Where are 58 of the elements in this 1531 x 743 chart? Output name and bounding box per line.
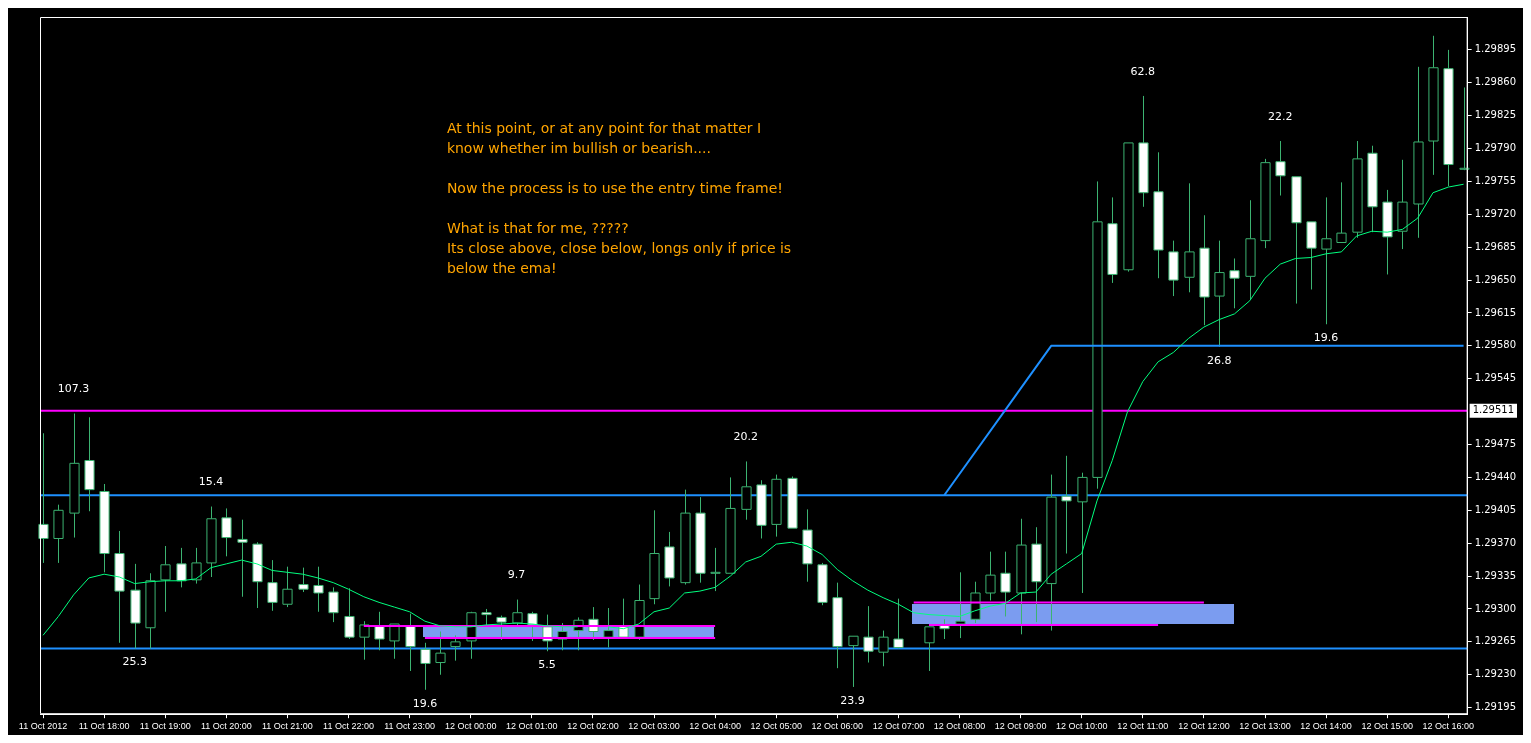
x-tick-label: 12 Oct 09:00 <box>994 721 1047 732</box>
x-tick-label: 12 Oct 01:00 <box>506 721 558 732</box>
y-tick-label: 1.29440 <box>1474 471 1517 483</box>
y-tick-label: 1.29720 <box>1474 207 1517 219</box>
x-tick-label: 12 Oct 11:00 <box>1117 721 1169 732</box>
y-tick-label: 1.29755 <box>1474 175 1517 187</box>
x-tick-label: 12 Oct 13:00 <box>1239 721 1291 732</box>
annotation: 15.4 <box>198 475 224 489</box>
x-tick-label: 12 Oct 00:00 <box>444 721 497 732</box>
x-tick-label: 12 Oct 15:00 <box>1361 721 1413 732</box>
x-tick-label: 12 Oct 04:00 <box>689 721 741 732</box>
text: At this point, or at any point for that matter I know whether im bullish or bearish.... Now the process is to use the entry time frame! What is that for me, ????? Its close above, close below, longs only if price is below the ema! <box>446 119 792 276</box>
x-tick-label: 12 Oct 08:00 <box>933 721 986 732</box>
x-tick-label: 11 Oct 2012 <box>18 721 68 732</box>
y-tick-label: 1.29335 <box>1474 569 1517 581</box>
x-tick-label: 12 Oct 10:00 <box>1055 721 1108 732</box>
y-tick-label: 1.29580 <box>1474 339 1517 351</box>
annotation: 26.8 <box>1206 353 1232 367</box>
x-tick-label: 12 Oct 05:00 <box>750 721 802 732</box>
x-tick-label: 12 Oct 02:00 <box>567 721 619 732</box>
y-tick-label: 1.29615 <box>1474 306 1517 318</box>
annotation: 22.2 <box>1268 109 1293 123</box>
y-tick-label: 1.29370 <box>1474 536 1517 548</box>
annotation: 9.7 <box>507 568 526 582</box>
x-tick-label: 12 Oct 06:00 <box>811 721 864 732</box>
x-tick-label: 12 Oct 07:00 <box>872 721 925 732</box>
y-tick-label: 1.29895 <box>1474 43 1517 55</box>
x-tick-label: 11 Oct 21:00 <box>262 721 313 732</box>
y-tick-label: 1.29685 <box>1474 240 1517 252</box>
ref-line-label: 1.29511 <box>1472 404 1515 416</box>
y-tick-label: 1.29300 <box>1474 602 1517 614</box>
x-tick-label: 12 Oct 16:00 <box>1422 721 1475 732</box>
x-tick-label: 11 Oct 18:00 <box>78 721 130 732</box>
annotation: 62.8 <box>1130 64 1156 78</box>
x-tick-label: 11 Oct 22:00 <box>323 721 374 732</box>
x-tick-label: 11 Oct 19:00 <box>139 721 191 732</box>
y-tick-label: 1.29265 <box>1474 635 1517 647</box>
annotation: 5.5 <box>538 658 556 672</box>
y-tick-label: 1.29545 <box>1474 372 1517 384</box>
x-tick-label: 11 Oct 23:00 <box>384 721 436 732</box>
y-tick-label: 1.29230 <box>1474 668 1517 680</box>
y-tick-label: 1.29405 <box>1474 503 1517 515</box>
y-tick-label: 1.29860 <box>1474 76 1517 88</box>
annotation: 20.2 <box>733 430 758 444</box>
annotation: 19.6 <box>1313 331 1339 345</box>
y-tick-label: 1.29790 <box>1474 142 1517 154</box>
annotation: 19.6 <box>412 696 438 710</box>
annotation: 25.3 <box>122 655 147 669</box>
annotation: 107.3 <box>57 382 90 396</box>
x-tick-label: 12 Oct 12:00 <box>1178 721 1230 732</box>
x-tick-label: 12 Oct 03:00 <box>628 721 680 732</box>
x-tick-label: 11 Oct 20:00 <box>200 721 252 732</box>
y-tick-label: 1.29475 <box>1474 438 1517 450</box>
y-tick-label: 1.29650 <box>1474 273 1517 285</box>
x-tick-label: 12 Oct 14:00 <box>1300 721 1352 732</box>
annotation: 23.9 <box>840 693 865 707</box>
y-tick-label: 1.29825 <box>1474 109 1517 121</box>
y-tick-label: 1.29195 <box>1474 701 1517 713</box>
